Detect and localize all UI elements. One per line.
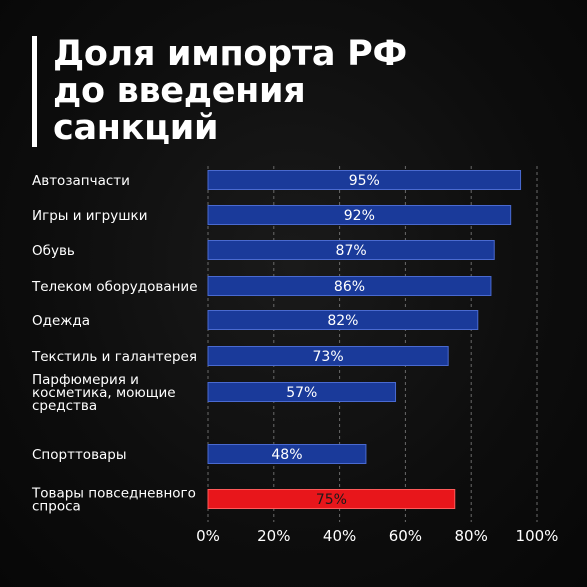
x-tick-label: 0% bbox=[196, 527, 220, 545]
category-label: Одежда bbox=[32, 313, 90, 329]
bar bbox=[207, 444, 367, 464]
category-label: Текстиль и галантерея bbox=[31, 349, 197, 365]
title-accent-bar bbox=[32, 36, 37, 147]
bar-value-label: 87% bbox=[336, 243, 367, 259]
title-line-1: Доля импорта РФ bbox=[53, 34, 407, 74]
category-label: Автозапчасти bbox=[32, 173, 130, 189]
bar bbox=[207, 205, 512, 225]
x-tick-label: 40% bbox=[323, 527, 356, 545]
bar-value-label: 75% bbox=[316, 492, 347, 508]
bar-value-label: 48% bbox=[271, 447, 302, 463]
category-label: Игры и игрушки bbox=[32, 208, 147, 224]
x-tick-label: 100% bbox=[516, 527, 559, 545]
bar-value-label: 92% bbox=[344, 208, 375, 224]
category-label: Телеком оборудование bbox=[31, 279, 198, 295]
bar bbox=[207, 170, 522, 190]
bar bbox=[207, 382, 397, 402]
bar bbox=[207, 346, 449, 366]
category-label: Спорттовары bbox=[32, 447, 127, 463]
page-title: Доля импорта РФ до введения санкций bbox=[53, 36, 407, 147]
bar-value-label: 95% bbox=[349, 173, 380, 189]
category-label: средства bbox=[32, 398, 97, 414]
bar-highlight bbox=[207, 489, 456, 509]
bar bbox=[207, 240, 495, 260]
bar bbox=[207, 276, 492, 296]
bar bbox=[207, 310, 479, 330]
bar-value-label: 73% bbox=[313, 349, 344, 365]
chart-title: Доля импорта РФ до введения санкций bbox=[32, 36, 407, 147]
x-tick-label: 60% bbox=[389, 527, 422, 545]
bar-value-label: 82% bbox=[327, 313, 358, 329]
category-label: косметика, моющие bbox=[32, 385, 176, 401]
category-label: Обувь bbox=[32, 243, 75, 259]
title-line-2: до введения bbox=[53, 71, 306, 111]
category-label: Товары повседневного bbox=[31, 486, 196, 502]
bar-value-label: 86% bbox=[334, 279, 365, 295]
category-label: спроса bbox=[32, 499, 81, 515]
category-label: Парфюмерия и bbox=[32, 372, 139, 388]
title-line-3: санкций bbox=[53, 108, 219, 148]
x-tick-label: 20% bbox=[257, 527, 290, 545]
x-tick-label: 80% bbox=[455, 527, 488, 545]
bar-value-label: 57% bbox=[286, 385, 317, 401]
